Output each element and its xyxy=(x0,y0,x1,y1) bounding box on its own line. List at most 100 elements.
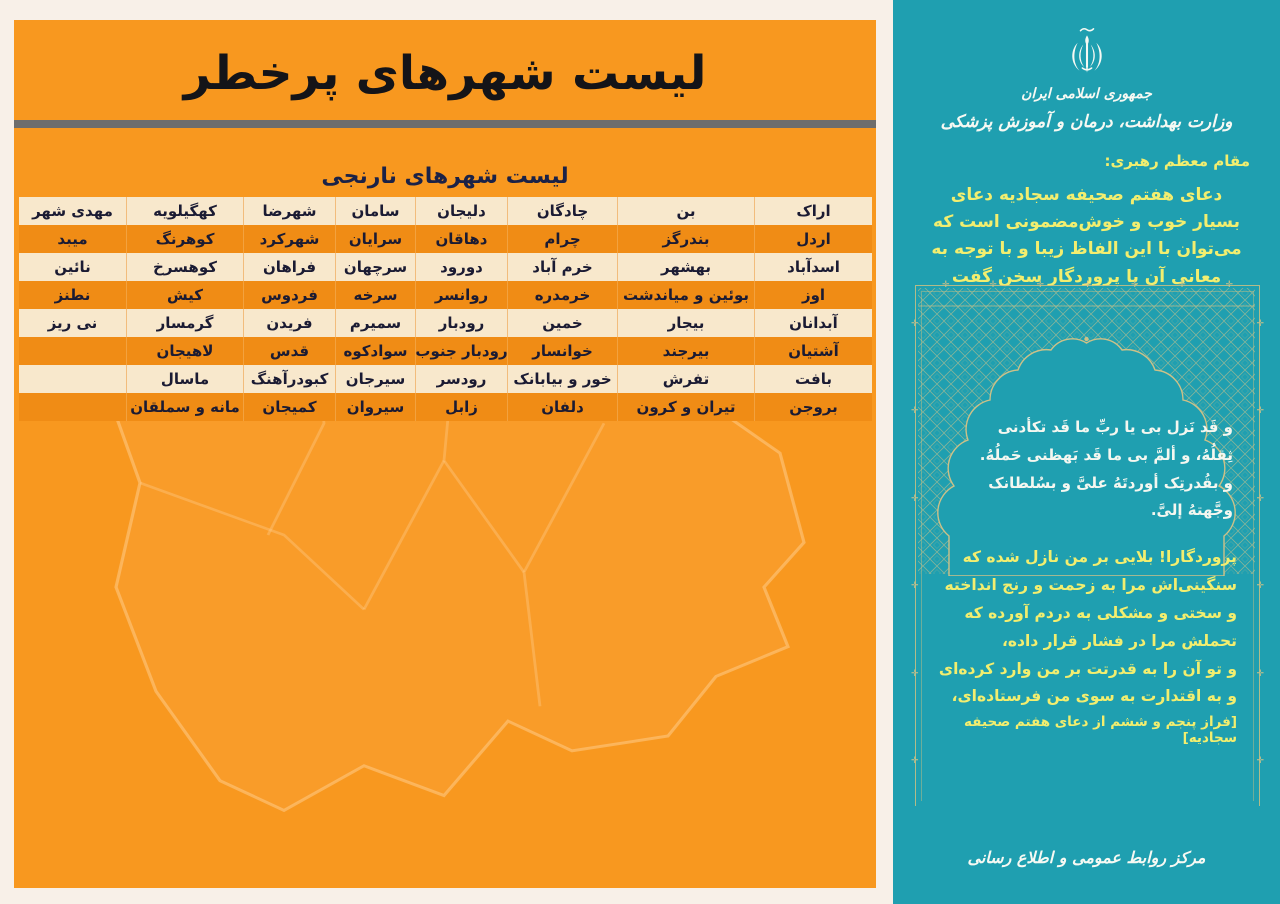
city-cell: دلیجان xyxy=(416,197,508,225)
city-cell: قدس xyxy=(244,337,336,365)
city-cell: ماسال xyxy=(127,365,244,393)
orange-cities-panel: لیست شهرهای پرخطر لیست شهرهای نارنجی ارا… xyxy=(14,20,876,888)
table-row: بافت تفرش خور و بیابانک رودسر سیرجان کبودرآهن… xyxy=(19,365,872,393)
city-cell: بوئین و میاندشت xyxy=(618,281,755,309)
frame-ornament-icon: ✛ xyxy=(1256,668,1264,679)
city-cell: اوز xyxy=(801,286,826,304)
frame-ornament-icon: ✛ xyxy=(1036,280,1045,290)
frame-ornament-icon: ✛ xyxy=(989,280,997,290)
city-cell xyxy=(19,337,127,365)
city-cell: کیش xyxy=(127,281,244,309)
frame-ornament-icon: ✛ xyxy=(911,319,919,329)
frame-ornaments-left: ✛ ✛ ✛ ✛ ✛ ✛ xyxy=(911,320,919,766)
government-name: جمهوری اسلامی ایران xyxy=(1021,86,1152,102)
frame-ornament-icon: ✛ xyxy=(942,280,950,290)
leader-quote: دعای هفتم صحیفه سجادیه دعای بسیار خوب و … xyxy=(931,185,1242,287)
city-cell: گرمسار xyxy=(127,309,244,337)
city-cell: آشتیان xyxy=(788,342,839,360)
frame-ornament-icon: ✛ xyxy=(1256,755,1264,766)
city-cell: کبودرآهنگ xyxy=(244,365,336,393)
orange-cities-table: اراک بن چادگان دلیجان سامان شهرضا کهگیلویه مهدی… xyxy=(19,197,872,421)
city-cell: روانسر xyxy=(416,281,508,309)
table-row: اوز بوئین و میاندشت خرمدره روانسر سرخه فردوس ک… xyxy=(19,281,872,309)
table-row: بروجن تیران و کرون دلفان زابل سیروان کمیجان ما… xyxy=(19,393,872,421)
frame-ornament-icon: ✛ xyxy=(1256,319,1264,329)
city-cell: میبد xyxy=(19,225,127,253)
city-cell: بیرجند xyxy=(618,337,755,365)
city-cell: خوانسار xyxy=(508,337,618,365)
city-cell: نطنز xyxy=(19,281,127,309)
frame-ornament-icon: ✛ xyxy=(1256,493,1264,504)
city-cell: سیروان xyxy=(336,393,416,421)
public-relations-footer: مرکز روابط عمومی و اطلاع رسانی xyxy=(967,848,1206,867)
city-cell: کهگیلویه xyxy=(127,197,244,225)
ministry-prayer-panel: جمهوری اسلامی ایران وزارت بهداشت، درمان … xyxy=(893,0,1280,904)
city-cell: بیجار xyxy=(618,309,755,337)
city-cell: خور و بیابانک xyxy=(508,365,618,393)
city-cell: زابل xyxy=(416,393,508,421)
city-cell: نی ریز xyxy=(19,309,127,337)
city-cell: خمین xyxy=(508,309,618,337)
frame-ornament-icon: ✛ xyxy=(1130,280,1139,290)
frame-ornament-icon: ✛ xyxy=(1178,280,1186,290)
city-cell: مهدی شهر xyxy=(19,197,127,225)
frame-ornament-icon: ✛ xyxy=(1256,406,1264,417)
city-cell: تفرش xyxy=(618,365,755,393)
frame-ornament-icon: ✛ xyxy=(911,406,919,417)
city-cell: لاهیجان xyxy=(127,337,244,365)
orange-cities-subtitle: لیست شهرهای نارنجی xyxy=(321,164,569,189)
city-cell: کوهسرخ xyxy=(127,253,244,281)
frame-ornaments-right: ✛ ✛ ✛ ✛ ✛ ✛ xyxy=(1256,320,1264,766)
city-cell: چرام xyxy=(508,225,618,253)
iran-national-emblem-icon xyxy=(893,24,1280,84)
table-row: آبدانان بیجار خمین رودبار سمیرم فریدن گرمسار نی… xyxy=(19,309,872,337)
city-cell: بروجن xyxy=(789,398,838,416)
prayer-frame: ✛ ✛ ✛ ✛ ✛ ✛ ✛ ✛ ✛ ✛ ✛ ✛ ✛ ✛ ✛ ✛ ✛ ✛ ✛ و قَد نَزل بی یا ر… xyxy=(911,281,1264,806)
frame-ornament-icon: ✛ xyxy=(911,581,919,592)
city-cell: اردل xyxy=(796,230,831,248)
ministry-name: وزارت بهداشت، درمان و آموزش پزشکی xyxy=(940,112,1233,132)
leader-label: مقام معظم رهبری: xyxy=(1104,152,1250,170)
city-cell: سمیرم xyxy=(336,309,416,337)
city-cell: چادگان xyxy=(508,197,618,225)
arch-lattice-icon xyxy=(918,288,1255,576)
city-cell: کوهرنگ xyxy=(127,225,244,253)
city-cell: بافت xyxy=(795,370,832,388)
city-cell: فردوس xyxy=(244,281,336,309)
frame-ornament-icon: ✛ xyxy=(1256,581,1264,592)
persian-translation-text: پروردگارا! بلایی بر من نازل شده که سنگین… xyxy=(938,548,1237,706)
city-cell: سوادکوه xyxy=(336,337,416,365)
city-cell: سرچهان xyxy=(336,253,416,281)
city-cell: آبدانان xyxy=(789,314,838,332)
city-cell: خرمدره xyxy=(508,281,618,309)
city-cell: نائین xyxy=(19,253,127,281)
city-cell: فراهان xyxy=(244,253,336,281)
city-cell: شهرضا xyxy=(244,197,336,225)
table-row: آشتیان بیرجند خوانسار رودبار جنوب سوادکوه قدس… xyxy=(19,337,872,365)
frame-ornament-icon: ✛ xyxy=(911,668,919,679)
city-cell: مانه و سملقان xyxy=(127,393,244,421)
city-cell xyxy=(19,393,127,421)
city-cell: بهشهر xyxy=(618,253,755,281)
city-cell: سرخه xyxy=(336,281,416,309)
frame-ornaments-top: ✛ ✛ ✛ ✛ ✛ ✛ ✛ xyxy=(916,281,1259,290)
city-cell: خرم آباد xyxy=(508,253,618,281)
city-cell: بندرگز xyxy=(618,225,755,253)
arabic-prayer-text: و قَد نَزل بی یا ربِّ ما قَد تکأدنی ثِقل… xyxy=(979,418,1233,520)
city-cell: کمیجان xyxy=(244,393,336,421)
frame-ornament-icon: ✛ xyxy=(1225,280,1233,290)
city-cell: سامان xyxy=(336,197,416,225)
city-cell: اسدآباد xyxy=(787,258,840,276)
city-cell: رودسر xyxy=(416,365,508,393)
city-cell: سیرجان xyxy=(336,365,416,393)
city-cell: رودبار جنوب xyxy=(416,337,508,365)
city-cell: بن xyxy=(618,197,755,225)
page-title: لیست شهرهای پرخطر xyxy=(183,46,708,101)
title-divider xyxy=(14,120,876,128)
city-cell: سرایان xyxy=(336,225,416,253)
frame-ornament-icon: ✛ xyxy=(911,493,919,504)
city-cell: رودبار xyxy=(416,309,508,337)
city-cell: تیران و کرون xyxy=(618,393,755,421)
city-cell xyxy=(19,365,127,393)
